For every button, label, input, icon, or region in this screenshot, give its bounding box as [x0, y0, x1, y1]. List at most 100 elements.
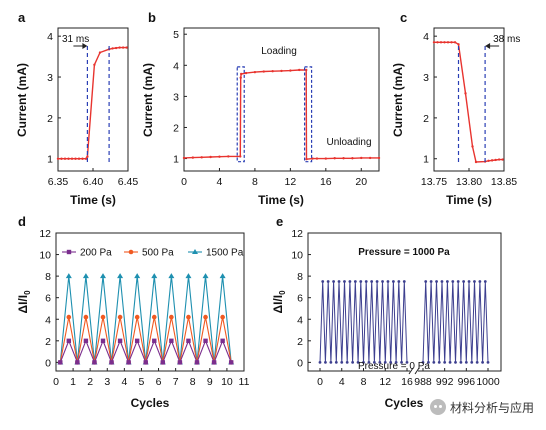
d-data-point [100, 273, 106, 279]
panel-e-pressure-high: Pressure = 1000 Pa [358, 247, 450, 258]
panel-c-frame [433, 27, 505, 172]
e-data-point [364, 280, 368, 283]
b-xtick-label: 0 [181, 176, 187, 188]
panel-d-legend: 200 Pa 500 Pa 1500 Pa [62, 248, 244, 259]
e-xtick-label: 992 [436, 376, 454, 388]
panel-letter-c: c [400, 10, 407, 25]
e-data-point [432, 360, 436, 364]
d-data-point [134, 338, 140, 344]
d-data-point [134, 314, 140, 320]
b-data-point [333, 157, 336, 160]
e-data-point [359, 280, 363, 283]
b-data-point [351, 157, 354, 160]
panel-d-frame [55, 232, 245, 372]
a-data-point [84, 157, 88, 160]
c-data-point [494, 158, 497, 162]
e-data-point [353, 280, 357, 283]
panel-b-yticks: 1 2 3 4 5 [173, 29, 187, 166]
c-data-point [446, 41, 450, 44]
d-data-point [220, 314, 225, 320]
b-data-point [253, 70, 257, 74]
d-legend-marker [128, 249, 134, 255]
a-data-point [125, 46, 128, 49]
a-data-point [67, 157, 70, 160]
c-arrow-head [485, 43, 491, 49]
panel-c-xticks: 13.75 13.80 13.85 [421, 168, 517, 188]
d-data-point [152, 338, 157, 344]
panel-a-ylabel: Current (mA) [15, 63, 29, 137]
c-data-point [474, 160, 478, 164]
panel-b-unloading-label: Unloading [326, 137, 371, 148]
d-xtick-label: 9 [207, 376, 213, 388]
e-ytick-label: 0 [297, 357, 303, 369]
d-data-point [109, 360, 114, 365]
e-data-point [348, 280, 352, 283]
d-ytick-label: 2 [45, 336, 51, 348]
b-data-point [368, 156, 372, 160]
e-data-point [383, 360, 387, 364]
b-xtick-label: 12 [285, 176, 297, 188]
b-data-point [377, 156, 381, 160]
panel-e: e 0 2 4 6 8 10 12 0 4 8 12 16 988 992 996 1000 Pressur… [271, 214, 502, 410]
d-xtick-label: 0 [53, 376, 59, 388]
b-xtick-label: 8 [252, 176, 258, 188]
b-data-point [182, 156, 186, 160]
e-xtick-label: 16 [401, 376, 413, 388]
d-data-point [82, 273, 89, 279]
d-data-point [228, 360, 234, 365]
b-data-point [262, 70, 265, 73]
d-xtick-label: 7 [173, 376, 179, 388]
e-data-point [340, 360, 344, 364]
b-xtick-label: 4 [217, 176, 223, 188]
e-data-point [448, 360, 452, 364]
d-data-point [117, 314, 123, 320]
e-cycle-line [319, 281, 408, 363]
e-data-point [321, 280, 325, 283]
b-data-point [360, 156, 363, 160]
e-xtick-label: 4 [339, 376, 345, 388]
d-data-point [194, 360, 200, 365]
b-ytick-label: 3 [173, 91, 179, 103]
b-zoom-box [236, 66, 245, 163]
d-data-point [151, 273, 158, 279]
a-ytick-label: 1 [47, 154, 53, 166]
d-ytick-label: 8 [45, 271, 51, 283]
d-data-point [83, 338, 89, 344]
d-data-point [92, 360, 97, 365]
b-data-point [239, 155, 242, 158]
panel-d-ylabel: ΔI/I0 [16, 290, 32, 314]
c-data-point [457, 43, 460, 46]
b-data-point [239, 72, 243, 76]
d-ytick-label: 10 [39, 250, 51, 262]
e-data-point [372, 360, 376, 364]
panel-c-ylabel: Current (mA) [391, 63, 405, 137]
b-ytick-label: 1 [173, 154, 179, 166]
e-data-point [437, 360, 441, 364]
d-data-point [100, 338, 106, 344]
c-ytick-label: 1 [423, 154, 429, 166]
panel-letter-a: a [18, 10, 26, 25]
panel-b-frame [183, 27, 380, 172]
b-data-point [315, 157, 319, 160]
e-ytick-label: 2 [297, 336, 303, 348]
c-data-point [436, 41, 439, 44]
d-xtick-label: 10 [221, 376, 233, 388]
panel-c: c 1 2 3 4 13.75 13.80 13.85 38 ms Time (s) Cu… [391, 10, 520, 207]
panel-letter-b: b [148, 10, 156, 25]
d-legend-label: 200 Pa [80, 248, 112, 259]
c-data-point [497, 158, 501, 161]
a-data-point [60, 157, 63, 160]
c-ytick-label: 4 [423, 31, 429, 43]
d-data-point [58, 360, 63, 365]
e-axis-break-gap [410, 368, 418, 374]
watermark: 材料分析与应用 [425, 396, 538, 418]
a-data-point [93, 63, 96, 66]
c-data-point [439, 41, 443, 44]
e-data-point [337, 280, 341, 283]
e-data-point [397, 280, 401, 283]
d-data-point [220, 338, 225, 344]
e-data-point [400, 360, 403, 364]
e-data-point [332, 280, 335, 283]
d-data-point [186, 314, 191, 320]
e-data-point [343, 280, 346, 283]
